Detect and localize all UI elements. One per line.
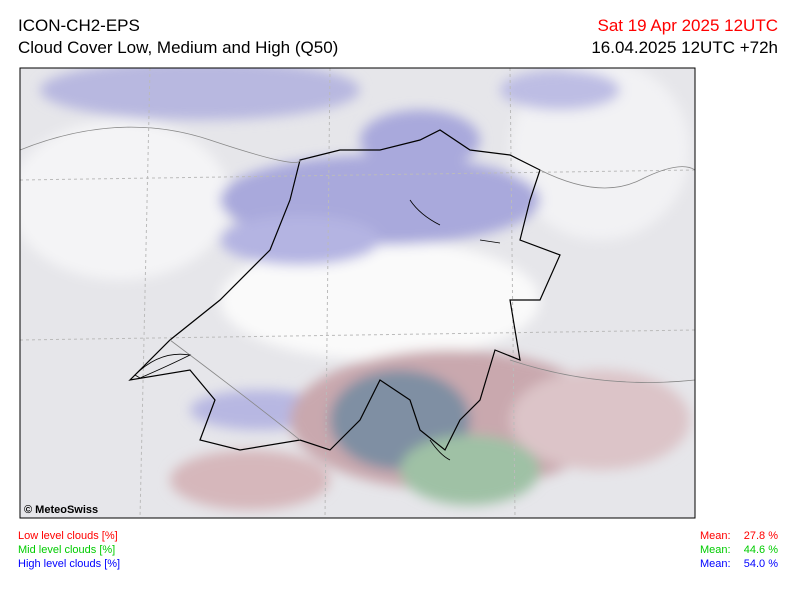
copyright: © MeteoSwiss — [24, 504, 99, 516]
mean-value: 54.0 % — [743, 558, 778, 570]
graticule — [20, 68, 695, 518]
mean-label: Mean: — [700, 544, 731, 556]
legend-label: Mid level clouds [%] — [18, 544, 116, 556]
legend-label: Low level clouds [%] — [18, 530, 118, 542]
mean-label: Mean: — [700, 530, 731, 542]
mean-value: 27.8 % — [743, 530, 778, 542]
region-borders — [20, 126, 695, 441]
cloud-fields — [20, 68, 690, 510]
legend-label: High level clouds [%] — [18, 558, 121, 570]
product-name: Cloud Cover Low, Medium and High (Q50) — [18, 38, 339, 57]
model-name: ICON-CH2-EPS — [18, 16, 140, 35]
valid-time: Sat 19 Apr 2025 12UTC — [597, 16, 778, 35]
run-time: 16.04.2025 12UTC +72h — [591, 38, 778, 57]
mean-value: 44.6 % — [743, 544, 778, 556]
mean-label: Mean: — [700, 558, 731, 570]
country-border — [128, 129, 561, 451]
map-layers — [20, 68, 695, 518]
lakes — [134, 199, 501, 461]
map-frame — [19, 67, 696, 519]
